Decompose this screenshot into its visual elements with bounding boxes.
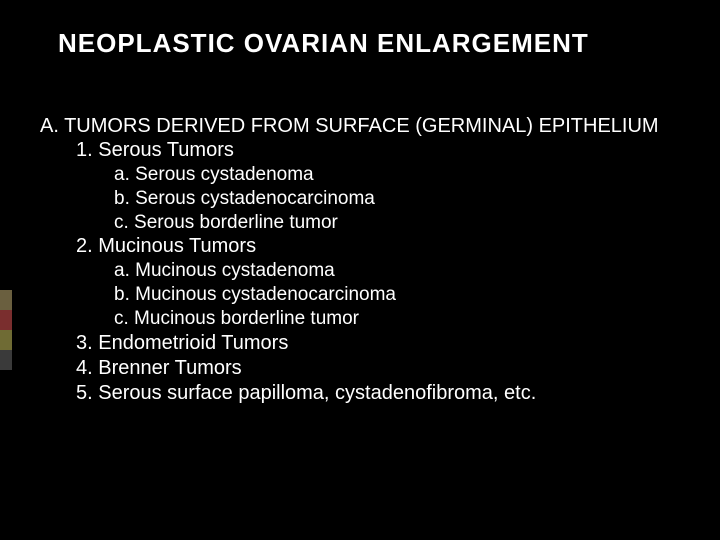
item-label: Mucinous Tumors [98, 235, 256, 257]
list-item: 5. Serous surface papilloma, cystadenofi… [76, 381, 700, 406]
sub-item: a. Serous cystadenoma [114, 163, 700, 187]
item-label: Endometrioid Tumors [98, 332, 288, 354]
accent-seg-4 [0, 350, 12, 370]
item-label: Serous surface papilloma, cystadenofibro… [98, 382, 536, 404]
sub-item: b. Serous cystadenocarcinoma [114, 187, 700, 211]
slide-title: NEOPLASTIC OVARIAN ENLARGEMENT [58, 28, 700, 59]
slide-content: A. TUMORS DERIVED FROM SURFACE (GERMINAL… [40, 114, 700, 406]
accent-seg-3 [0, 330, 12, 350]
sub-item: b. Mucinous cystadenocarcinoma [114, 283, 700, 307]
accent-bar [0, 290, 12, 370]
item-label: Serous Tumors [98, 139, 234, 161]
sub-item: c. Serous borderline tumor [114, 211, 700, 235]
list-item: 1. Serous Tumors [76, 138, 700, 163]
list-item: 2. Mucinous Tumors [76, 234, 700, 259]
item-label: Brenner Tumors [98, 357, 241, 379]
item-num: 3. [76, 332, 93, 354]
sub-item: c. Mucinous borderline tumor [114, 307, 700, 331]
list-item: 4. Brenner Tumors [76, 356, 700, 381]
section-heading: A. TUMORS DERIVED FROM SURFACE (GERMINAL… [40, 114, 700, 138]
item-num: 2. [76, 235, 93, 257]
accent-seg-2 [0, 310, 12, 330]
item-num: 1. [76, 139, 93, 161]
accent-seg-1 [0, 290, 12, 310]
list-item: 3. Endometrioid Tumors [76, 331, 700, 356]
item-num: 5. [76, 382, 93, 404]
item-num: 4. [76, 357, 93, 379]
sub-item: a. Mucinous cystadenoma [114, 259, 700, 283]
